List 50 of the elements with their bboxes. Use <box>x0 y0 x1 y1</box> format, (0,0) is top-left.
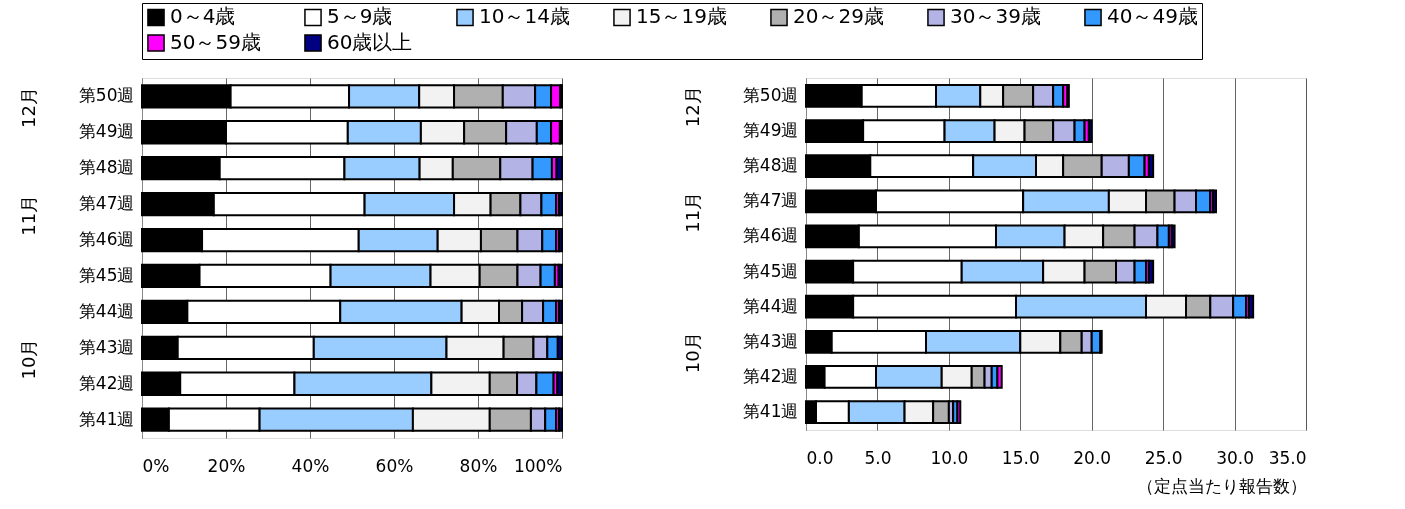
x-tick-label: 35.0 <box>1268 447 1307 468</box>
y-tick-label: 第50週 <box>742 84 799 105</box>
y-tick-label: 第44週 <box>742 295 799 316</box>
y-tick-label: 第41週 <box>742 401 799 422</box>
x-tick-label: 0% <box>142 455 170 476</box>
y-tick-label: 第46週 <box>78 229 135 250</box>
y-tick-label: 第47週 <box>78 193 135 214</box>
legend-label: 0～4歳 <box>170 4 236 29</box>
x-axis-title: （定点当たり報告数） <box>1136 475 1307 496</box>
x-tick-label: 30.0 <box>1216 447 1254 468</box>
x-tick-label: 5.0 <box>864 447 892 468</box>
x-tick-label: 25.0 <box>1144 447 1183 468</box>
text: 12月 <box>18 87 39 128</box>
text: 10月 <box>18 338 39 380</box>
x-tick-label: 100% <box>513 455 563 476</box>
legend-label: 20～29歳 <box>793 4 884 29</box>
legend-label: 40～49歳 <box>1107 4 1198 29</box>
legend-label: 60歳以上 <box>327 30 413 54</box>
y-tick-label: 第45週 <box>742 260 799 281</box>
y-tick-label: 第43週 <box>742 330 799 351</box>
text: 12月 <box>682 86 703 128</box>
x-tick-label: 20.0 <box>1073 447 1112 468</box>
y-tick-label: 第49週 <box>742 120 799 141</box>
y-tick-label: 第41週 <box>78 408 135 429</box>
y-tick-label: 第43週 <box>78 336 135 357</box>
legend-label: 10～14歳 <box>479 4 570 29</box>
x-tick-label: 40% <box>291 455 330 476</box>
y-tick-label: 第50週 <box>78 85 135 106</box>
legend-label: 50～59歳 <box>170 30 261 54</box>
legend-label: 30～39歳 <box>950 4 1041 29</box>
x-tick-label: 80% <box>459 455 498 476</box>
text: 11月 <box>682 191 703 233</box>
y-tick-label: 第42週 <box>78 372 135 393</box>
y-tick-label: 第47週 <box>742 190 799 211</box>
text: 10月 <box>682 332 703 374</box>
x-tick-label: 15.0 <box>1001 447 1040 468</box>
y-tick-label: 第48週 <box>742 155 799 176</box>
text: 11月 <box>18 194 39 236</box>
x-tick-label: 60% <box>375 455 414 476</box>
x-tick-label: 10.0 <box>930 447 969 468</box>
legend-label: 5～9歳 <box>327 4 393 29</box>
y-tick-label: 第48週 <box>78 157 135 178</box>
x-tick-label: 20% <box>207 455 246 476</box>
legend-label: 15～19歳 <box>636 4 727 29</box>
y-tick-label: 第45週 <box>78 264 135 285</box>
y-tick-label: 第49週 <box>78 121 135 142</box>
x-tick-label: 0.0 <box>806 447 834 468</box>
y-tick-label: 第44週 <box>78 300 135 321</box>
y-tick-label: 第46週 <box>742 225 799 246</box>
y-tick-label: 第42週 <box>742 365 799 386</box>
